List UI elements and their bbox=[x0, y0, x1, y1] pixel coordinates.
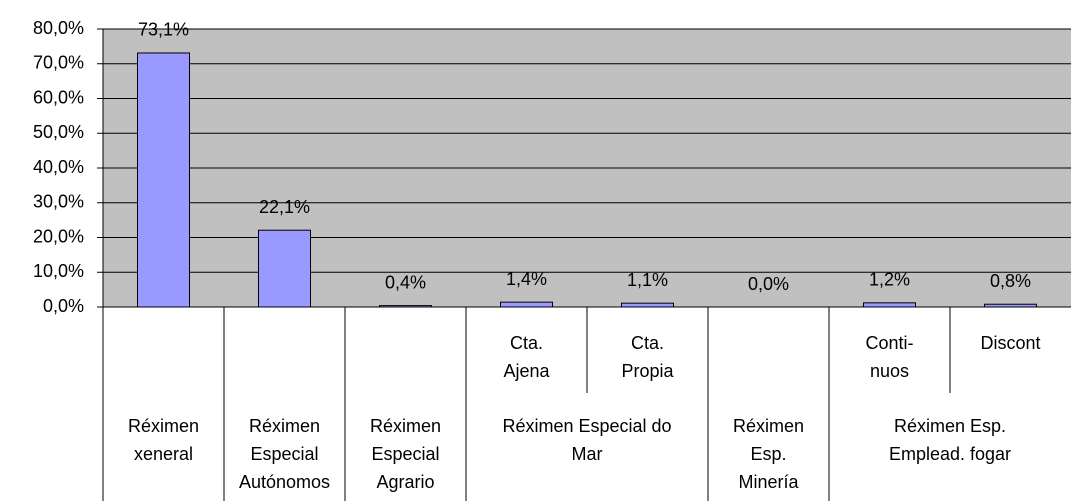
bar bbox=[137, 52, 190, 308]
value-label: 0,8% bbox=[990, 271, 1031, 291]
value-label: 73,1% bbox=[138, 20, 189, 40]
y-tick-label: 70,0% bbox=[33, 53, 84, 73]
group-label: Réximen Especial Agrario bbox=[369, 416, 442, 492]
y-tick-label: 40,0% bbox=[33, 157, 84, 177]
group-label: Réximen Especial do Mar bbox=[502, 416, 672, 464]
category-label: Conti- nuos bbox=[865, 333, 914, 381]
y-tick-label: 80,0% bbox=[33, 18, 84, 38]
group-label: Réximen Especial Autónomos bbox=[238, 416, 331, 492]
category-label: Cta. Ajena bbox=[503, 333, 550, 381]
y-tick-label: 0,0% bbox=[43, 296, 84, 316]
y-tick-label: 60,0% bbox=[33, 87, 84, 107]
group-label: Réximen xeneral bbox=[127, 416, 200, 464]
group-label: Réximen Esp. Emplead. fogar bbox=[888, 416, 1012, 464]
value-label: 1,2% bbox=[869, 270, 910, 290]
bar bbox=[258, 229, 311, 308]
y-tick-label: 20,0% bbox=[33, 226, 84, 246]
y-tick-label: 30,0% bbox=[33, 192, 84, 212]
value-label: 22,1% bbox=[259, 197, 310, 217]
value-label: 1,1% bbox=[627, 270, 668, 290]
group-label: Réximen Esp. Minería bbox=[732, 416, 805, 492]
category-label: Cta. Propia bbox=[621, 333, 674, 381]
value-label: 0,0% bbox=[748, 274, 789, 294]
y-tick-label: 10,0% bbox=[33, 261, 84, 281]
value-label: 0,4% bbox=[385, 272, 426, 292]
y-tick-label: 50,0% bbox=[33, 122, 84, 142]
value-label: 1,4% bbox=[506, 269, 547, 289]
category-label: Discont bbox=[980, 333, 1041, 353]
